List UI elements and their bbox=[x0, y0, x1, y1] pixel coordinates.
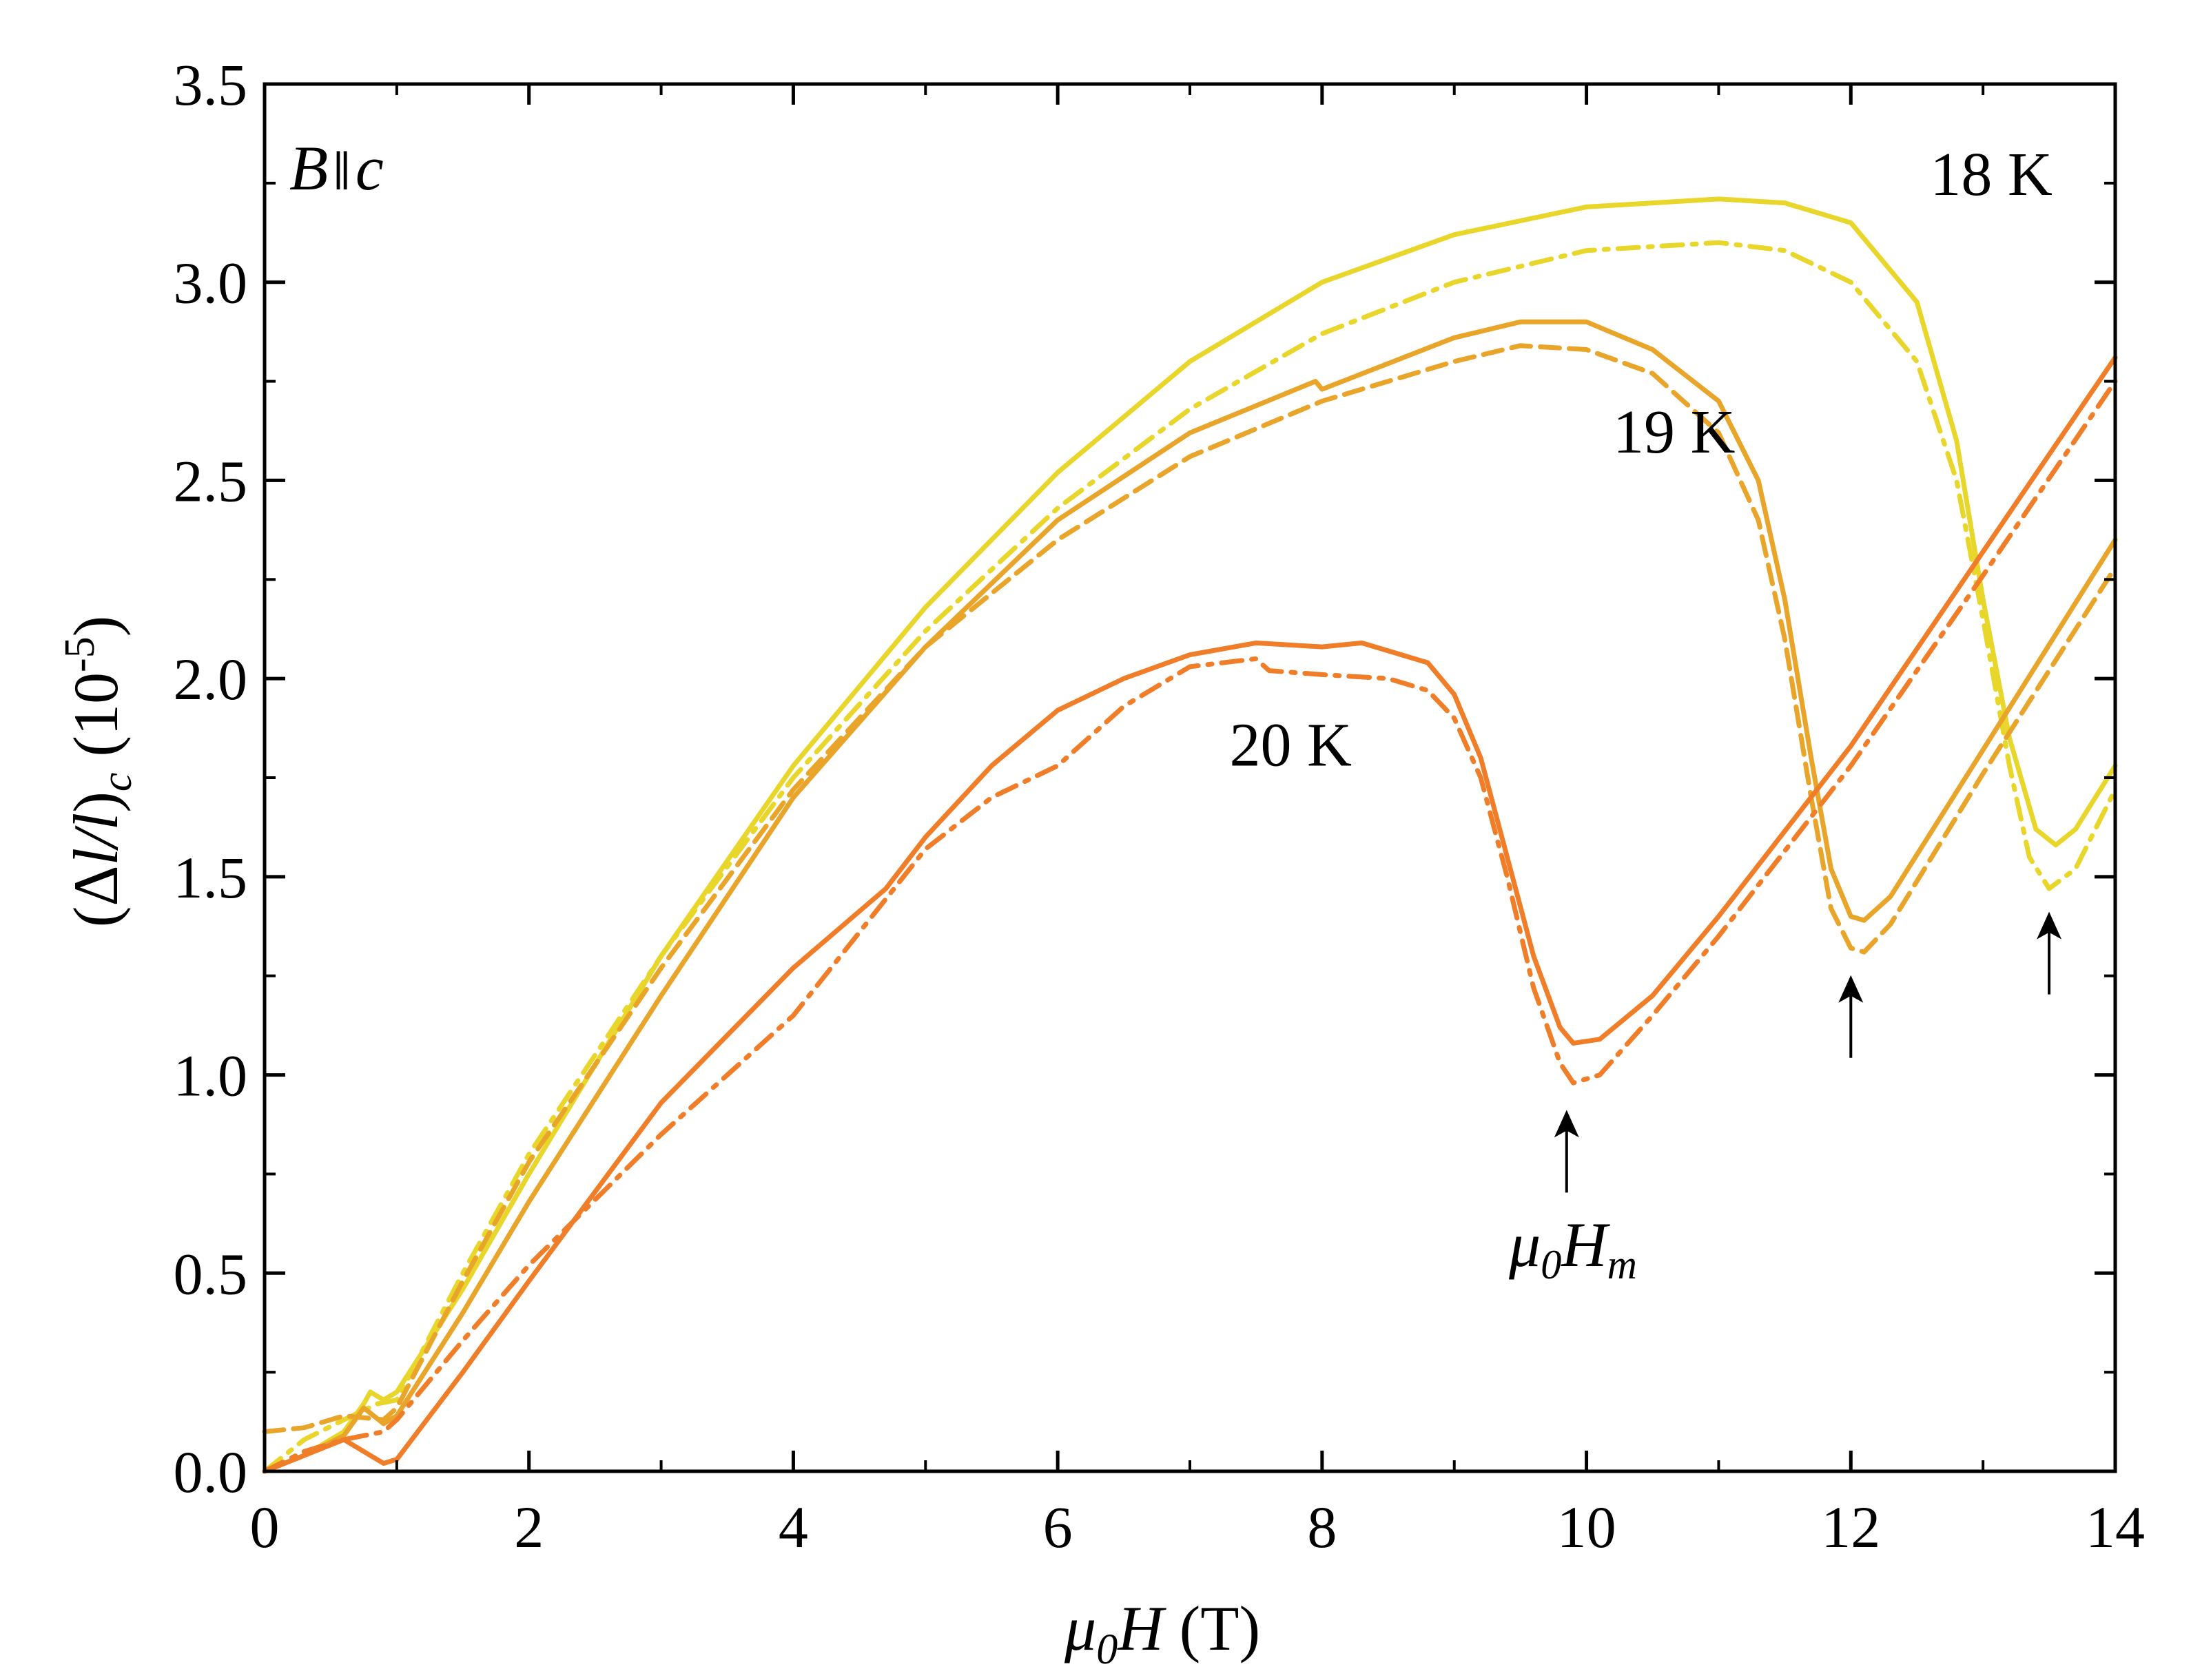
arrow-label-var: H bbox=[1561, 1210, 1610, 1280]
field-arrow-head bbox=[1838, 975, 1864, 1003]
y-tick-label: 3.0 bbox=[174, 250, 248, 316]
x-tick-label: 14 bbox=[2086, 1494, 2145, 1560]
arrow-label: μ0Hm bbox=[1508, 1210, 1637, 1287]
plot-frame bbox=[263, 82, 2117, 1473]
y-title-unit: (10 bbox=[61, 672, 131, 773]
series-line-18-k-up bbox=[262, 196, 2118, 1474]
series-line-19-k-up bbox=[262, 319, 2118, 1474]
x-title-sub: 0 bbox=[1096, 1626, 1118, 1673]
y-title-sub: c bbox=[94, 773, 141, 792]
y-tick-label: 2.5 bbox=[174, 448, 248, 514]
field-arrow-head bbox=[2037, 911, 2062, 940]
x-tick-label: 0 bbox=[250, 1494, 280, 1560]
tick-layer: 0 2 4 6 8 10 12 14 0.0 0.5 1.0 1.5 2.0 2.5 3.0 3.5 bbox=[174, 52, 2146, 1560]
field-var: B bbox=[289, 133, 328, 203]
x-title-var: H bbox=[1117, 1593, 1166, 1663]
parallel-symbol: ∥ bbox=[332, 149, 351, 194]
y-title-l2: l bbox=[61, 813, 131, 831]
arrow-label-mu: μ bbox=[1508, 1210, 1541, 1280]
x-tick-label: 4 bbox=[779, 1494, 808, 1560]
y-tick-label: 1.0 bbox=[174, 1043, 248, 1109]
arrow-label-sub0: 0 bbox=[1541, 1242, 1561, 1287]
field-annotation: B ∥c bbox=[289, 133, 384, 203]
arrow-layer bbox=[1554, 911, 2062, 1193]
y-tick-label: 3.5 bbox=[174, 52, 248, 118]
series-line-20-k-up bbox=[262, 355, 2118, 1474]
y-tick-label: 2.0 bbox=[174, 646, 248, 712]
x-tick-label: 2 bbox=[514, 1494, 544, 1560]
x-tick-label: 6 bbox=[1043, 1494, 1073, 1560]
arrow-label-subm: m bbox=[1607, 1242, 1637, 1287]
x-tick-label: 12 bbox=[1821, 1494, 1880, 1560]
series-line-19-k-down bbox=[262, 343, 2118, 1434]
y-axis-title: (Δl/l)c (10-5) bbox=[56, 616, 141, 928]
x-axis-title: μ0H (T) bbox=[1064, 1593, 1260, 1673]
series-label-18k: 18 K bbox=[1930, 141, 2053, 209]
y-tick-label: 0.0 bbox=[174, 1439, 248, 1505]
y-title-end: ) bbox=[61, 616, 131, 637]
series-line-20-k-down bbox=[262, 379, 2118, 1474]
y-tick-label: 0.5 bbox=[174, 1241, 248, 1307]
series-label-19k: 19 K bbox=[1613, 398, 1736, 466]
series-line-18-k-down bbox=[262, 240, 2118, 1474]
y-title-exp: -5 bbox=[56, 636, 103, 672]
series-layer bbox=[262, 196, 2118, 1474]
y-title-l1: l bbox=[61, 848, 131, 866]
x-tick-label: 10 bbox=[1557, 1494, 1616, 1560]
x-title-mu: μ bbox=[1064, 1593, 1096, 1663]
y-title-close: ) bbox=[61, 791, 131, 813]
series-label-20k: 20 K bbox=[1230, 712, 1352, 780]
y-title-paren: (Δ bbox=[61, 865, 131, 927]
y-tick-label: 1.5 bbox=[174, 844, 248, 911]
x-title-unit: (T) bbox=[1164, 1593, 1260, 1663]
x-tick-label: 8 bbox=[1307, 1494, 1337, 1560]
field-axis: c bbox=[356, 133, 384, 203]
field-arrow-head bbox=[1554, 1110, 1579, 1138]
